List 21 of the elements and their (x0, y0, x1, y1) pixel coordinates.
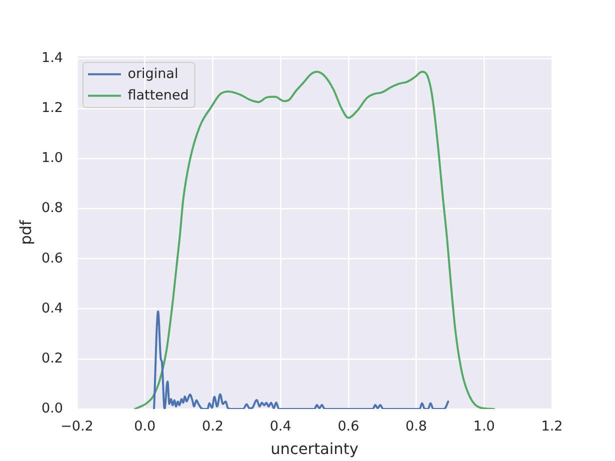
x-tick-label: 1.0 (473, 418, 495, 435)
x-axis-title: uncertainty (270, 440, 358, 458)
y-tick-label: 0.8 (42, 200, 63, 216)
x-tick-label: 0.4 (270, 418, 292, 435)
y-tick-label: 0.0 (42, 400, 63, 416)
y-axis-title: pdf (17, 219, 36, 245)
y-tick-label: 1.0 (42, 150, 63, 166)
x-tick-label: 0.8 (406, 418, 428, 435)
y-tick-label: 1.4 (42, 50, 63, 66)
x-tick-label: 0.2 (202, 418, 224, 435)
x-tick-label: 0.6 (338, 418, 360, 435)
y-tick-label: 0.2 (42, 350, 63, 366)
x-tick-label: 1.2 (541, 418, 563, 435)
y-tick-label: 0.6 (42, 250, 63, 266)
y-tick-label: 1.2 (42, 100, 63, 116)
x-tick-label: 0.0 (134, 418, 156, 435)
x-tick-label: −0.2 (60, 418, 94, 435)
legend-label: flattened (128, 87, 189, 104)
y-tick-label: 0.4 (42, 300, 63, 316)
legend-label: original (128, 66, 178, 82)
line-series (153, 310, 450, 409)
